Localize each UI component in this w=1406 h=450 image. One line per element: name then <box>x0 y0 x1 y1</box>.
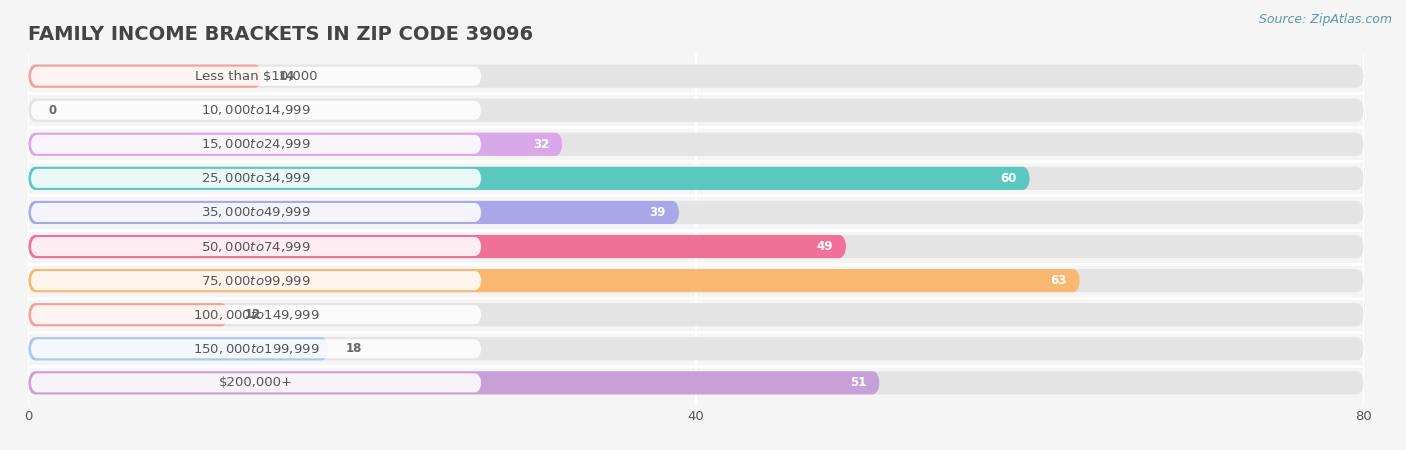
Text: 0: 0 <box>48 104 56 117</box>
Text: 49: 49 <box>817 240 832 253</box>
Text: FAMILY INCOME BRACKETS IN ZIP CODE 39096: FAMILY INCOME BRACKETS IN ZIP CODE 39096 <box>28 25 533 44</box>
FancyBboxPatch shape <box>31 203 481 222</box>
FancyBboxPatch shape <box>28 371 880 395</box>
Text: 18: 18 <box>346 342 361 355</box>
FancyBboxPatch shape <box>31 101 481 120</box>
Text: 51: 51 <box>849 376 866 389</box>
FancyBboxPatch shape <box>28 235 846 258</box>
Text: 14: 14 <box>278 70 295 83</box>
Text: 60: 60 <box>1000 172 1017 185</box>
Text: 63: 63 <box>1050 274 1067 287</box>
Text: $35,000 to $49,999: $35,000 to $49,999 <box>201 206 311 220</box>
Text: $150,000 to $199,999: $150,000 to $199,999 <box>193 342 319 356</box>
Text: $25,000 to $34,999: $25,000 to $34,999 <box>201 171 311 185</box>
FancyBboxPatch shape <box>28 337 1364 360</box>
FancyBboxPatch shape <box>31 67 481 86</box>
FancyBboxPatch shape <box>31 237 481 256</box>
FancyBboxPatch shape <box>28 167 1031 190</box>
FancyBboxPatch shape <box>31 305 481 324</box>
Text: $10,000 to $14,999: $10,000 to $14,999 <box>201 103 311 117</box>
FancyBboxPatch shape <box>28 235 1364 258</box>
FancyBboxPatch shape <box>28 133 1364 156</box>
FancyBboxPatch shape <box>28 167 1364 190</box>
Text: $15,000 to $24,999: $15,000 to $24,999 <box>201 137 311 151</box>
FancyBboxPatch shape <box>31 374 481 392</box>
Text: $100,000 to $149,999: $100,000 to $149,999 <box>193 308 319 322</box>
FancyBboxPatch shape <box>28 64 262 88</box>
Text: 12: 12 <box>245 308 262 321</box>
Text: 39: 39 <box>650 206 666 219</box>
FancyBboxPatch shape <box>28 133 562 156</box>
Text: Source: ZipAtlas.com: Source: ZipAtlas.com <box>1258 14 1392 27</box>
Text: $200,000+: $200,000+ <box>219 376 292 389</box>
Text: $75,000 to $99,999: $75,000 to $99,999 <box>201 274 311 288</box>
Text: 32: 32 <box>533 138 550 151</box>
FancyBboxPatch shape <box>31 339 481 358</box>
FancyBboxPatch shape <box>28 201 1364 224</box>
FancyBboxPatch shape <box>28 269 1080 292</box>
FancyBboxPatch shape <box>28 269 1364 292</box>
FancyBboxPatch shape <box>31 271 481 290</box>
FancyBboxPatch shape <box>31 135 481 154</box>
FancyBboxPatch shape <box>31 169 481 188</box>
FancyBboxPatch shape <box>28 303 1364 326</box>
FancyBboxPatch shape <box>28 303 229 326</box>
Text: $50,000 to $74,999: $50,000 to $74,999 <box>201 239 311 253</box>
FancyBboxPatch shape <box>28 337 329 360</box>
FancyBboxPatch shape <box>28 64 1364 88</box>
FancyBboxPatch shape <box>28 99 1364 122</box>
Text: Less than $10,000: Less than $10,000 <box>195 70 318 83</box>
FancyBboxPatch shape <box>28 201 679 224</box>
FancyBboxPatch shape <box>28 371 1364 395</box>
